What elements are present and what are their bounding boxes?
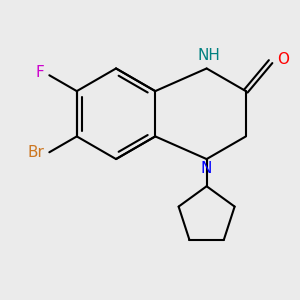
Text: NH: NH [197,48,220,63]
Text: F: F [35,65,44,80]
Text: O: O [278,52,290,67]
Text: N: N [201,161,212,176]
Text: Br: Br [27,145,44,160]
